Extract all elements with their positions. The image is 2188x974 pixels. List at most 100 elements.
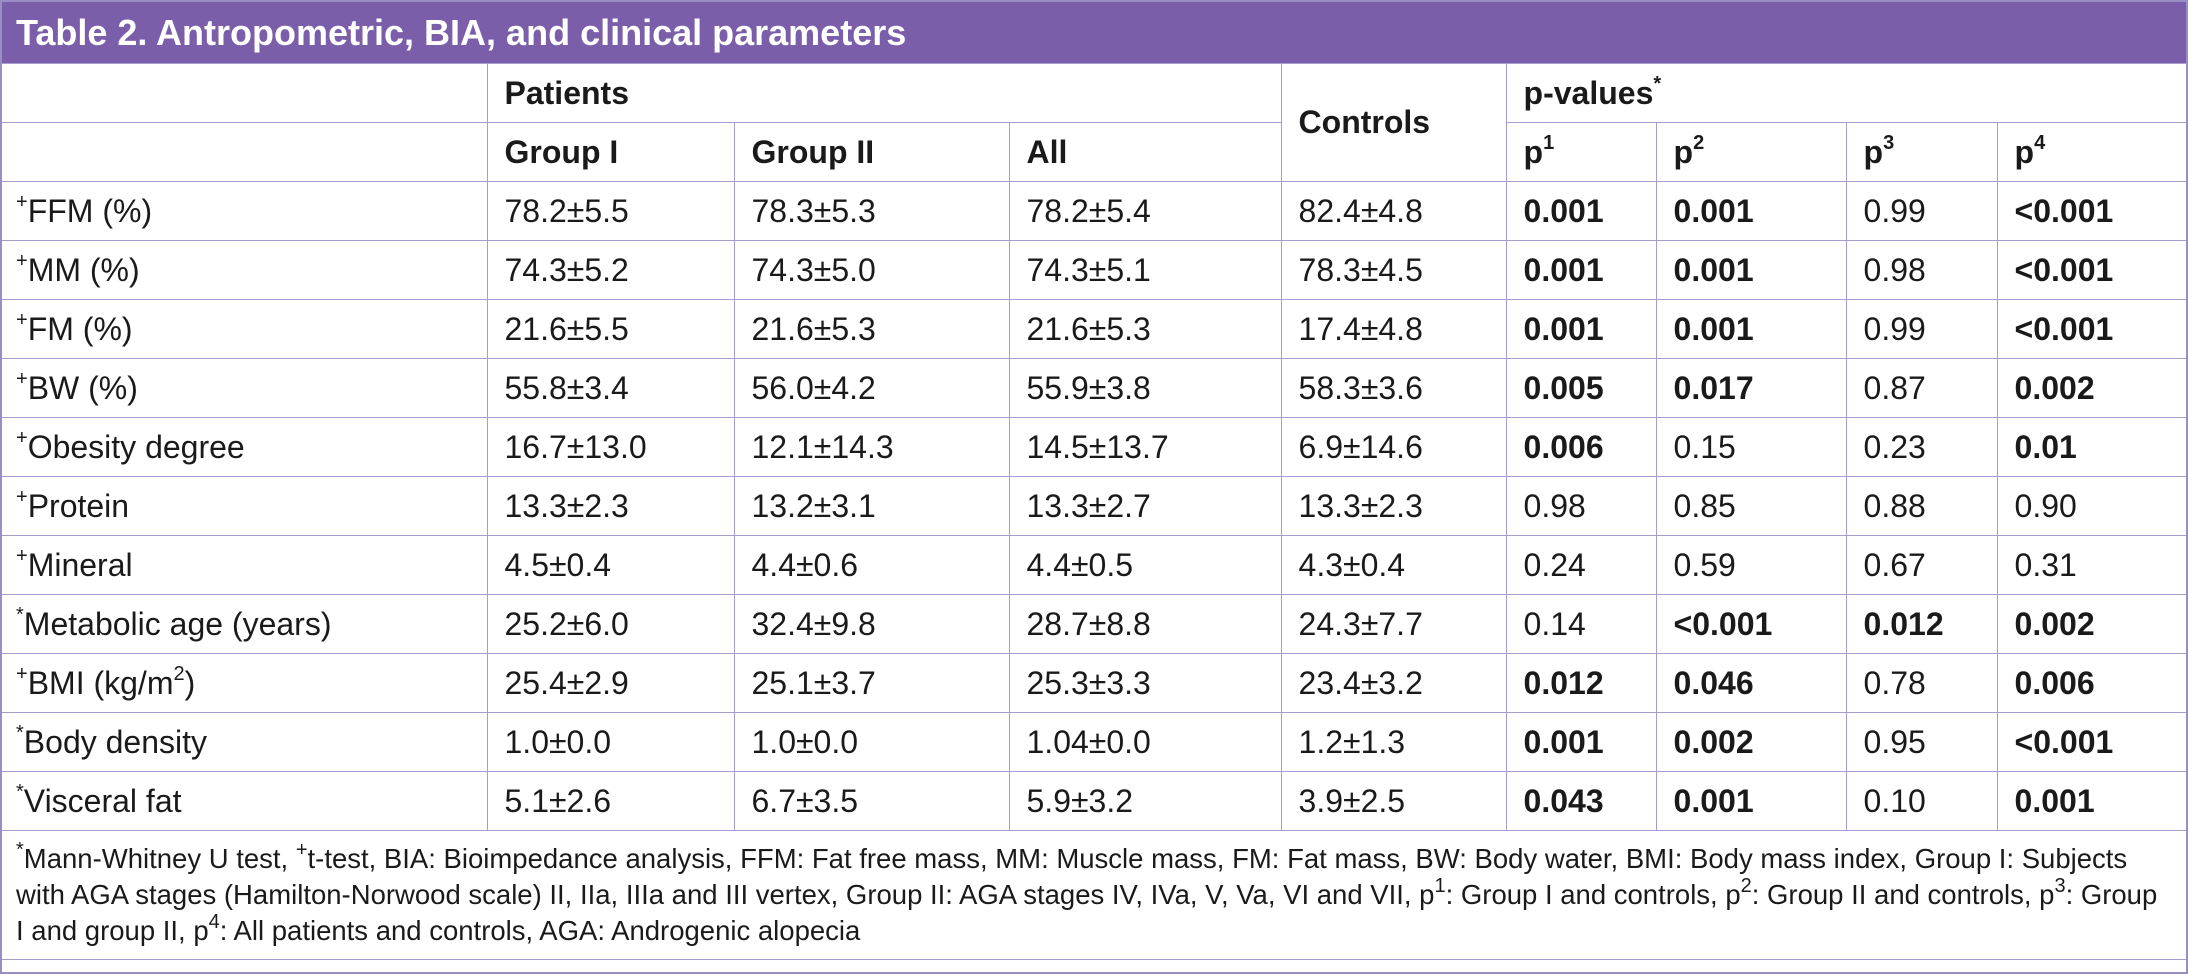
- footnote-text: : Group I and controls, p: [1445, 879, 1741, 910]
- table-row: *Body density 1.0±0.0 1.0±0.0 1.04±0.0 1.2±1…: [2, 712, 2187, 772]
- cell-p1: 0.24: [1505, 535, 1657, 595]
- header-p2: p2: [1655, 122, 1847, 182]
- cell-ctrl: 4.3±0.4: [1280, 535, 1507, 595]
- cell-p2: 0.001: [1655, 771, 1847, 831]
- table-row: +FFM (%) 78.2±5.5 78.3±5.3 78.2±5.4 82.4±4.8…: [2, 181, 2187, 241]
- header-blank-2: [2, 122, 488, 182]
- row-label-text: Body density: [23, 723, 208, 760]
- header-p4-text: p: [2014, 133, 2035, 170]
- header-group2: Group II: [733, 122, 1010, 182]
- cell-p1: 0.005: [1505, 358, 1657, 418]
- header-p2-sup: 2: [1693, 131, 1705, 154]
- cell-p3: 0.10: [1845, 771, 1998, 831]
- cell-p2: 0.046: [1655, 653, 1847, 713]
- row-marker: *: [16, 780, 24, 803]
- header-pvalues: p-values*: [1505, 63, 2187, 123]
- cell-p1: 0.006: [1505, 417, 1657, 477]
- header-p2-text: p: [1673, 133, 1694, 170]
- cell-g2: 25.1±3.7: [733, 653, 1010, 713]
- header-p3-text: p: [1863, 133, 1884, 170]
- footnote-sup: 2: [1740, 874, 1752, 897]
- table-body: +FFM (%) 78.2±5.5 78.3±5.3 78.2±5.4 82.4±4.8…: [2, 181, 2187, 831]
- cell-p4: 0.006: [1996, 653, 2187, 713]
- footnote-text: Mann-Whitney U test,: [23, 843, 296, 874]
- cell-p4: <0.001: [1996, 181, 2187, 241]
- cell-all: 74.3±5.1: [1008, 240, 1282, 300]
- table-footnote: *Mann-Whitney U test, +t-test, BIA: Bioi…: [2, 830, 2187, 960]
- footnote-text: : All patients and controls, AGA: Androg…: [219, 915, 861, 946]
- cell-all: 25.3±3.3: [1008, 653, 1282, 713]
- table-row: +BW (%) 55.8±3.4 56.0±4.2 55.9±3.8 58.3±3.6 0…: [2, 358, 2187, 418]
- cell-p2: 0.15: [1655, 417, 1847, 477]
- cell-g2: 21.6±5.3: [733, 299, 1010, 359]
- row-label: +Obesity degree: [2, 417, 488, 477]
- cell-g2: 56.0±4.2: [733, 358, 1010, 418]
- cell-ctrl: 23.4±3.2: [1280, 653, 1507, 713]
- header-all: All: [1008, 122, 1282, 182]
- notes-row: *Mann-Whitney U test, +t-test, BIA: Bioi…: [2, 830, 2187, 960]
- cell-p1: 0.001: [1505, 299, 1657, 359]
- row-marker: +: [16, 662, 28, 685]
- cell-p3: 0.87: [1845, 358, 1998, 418]
- cell-p4: 0.002: [1996, 358, 2187, 418]
- cell-p1: 0.001: [1505, 181, 1657, 241]
- cell-all: 13.3±2.7: [1008, 476, 1282, 536]
- cell-p4: <0.001: [1996, 240, 2187, 300]
- header-p3-sup: 3: [1883, 131, 1895, 154]
- row-label-text: MM (%): [27, 251, 140, 288]
- row-label: *Body density: [2, 712, 488, 772]
- row-label-end: ): [184, 664, 196, 701]
- footnote-text: : Group II and controls, p: [1751, 879, 2055, 910]
- header-p4: p4: [1996, 122, 2187, 182]
- cell-all: 4.4±0.5: [1008, 535, 1282, 595]
- cell-all: 55.9±3.8: [1008, 358, 1282, 418]
- header-blank: [2, 63, 488, 123]
- row-label: +Mineral: [2, 535, 488, 595]
- footnote-sup: +: [295, 838, 308, 861]
- header-controls: Controls: [1280, 63, 1507, 182]
- cell-p4: 0.31: [1996, 535, 2187, 595]
- row-label: +FFM (%): [2, 181, 488, 241]
- cell-g2: 78.3±5.3: [733, 181, 1010, 241]
- row-label-text: Metabolic age (years): [23, 605, 332, 642]
- row-marker: +: [16, 544, 28, 567]
- table-row: *Visceral fat 5.1±2.6 6.7±3.5 5.9±3.2 3.9±2.…: [2, 771, 2187, 831]
- header-p1: p1: [1505, 122, 1657, 182]
- cell-p3: 0.67: [1845, 535, 1998, 595]
- row-marker: *: [16, 603, 24, 626]
- cell-g2: 13.2±3.1: [733, 476, 1010, 536]
- row-marker: +: [16, 426, 28, 449]
- header-pvalues-sup: *: [1653, 72, 1662, 95]
- table-row: +FM (%) 21.6±5.5 21.6±5.3 21.6±5.3 17.4±4.8 0…: [2, 299, 2187, 359]
- cell-p4: 0.90: [1996, 476, 2187, 536]
- cell-p2: 0.001: [1655, 299, 1847, 359]
- row-label: +MM (%): [2, 240, 488, 300]
- cell-g2: 74.3±5.0: [733, 240, 1010, 300]
- table-row: +BMI (kg/m2) 25.4±2.9 25.1±3.7 25.3±3.3 23.4…: [2, 653, 2187, 713]
- cell-p1: 0.14: [1505, 594, 1657, 654]
- row-label-text: Obesity degree: [27, 428, 245, 465]
- cell-p2: 0.001: [1655, 240, 1847, 300]
- cell-all: 28.7±8.8: [1008, 594, 1282, 654]
- cell-p3: 0.99: [1845, 299, 1998, 359]
- row-label-text: Mineral: [27, 546, 133, 583]
- cell-ctrl: 58.3±3.6: [1280, 358, 1507, 418]
- header-group1: Group I: [486, 122, 735, 182]
- cell-p3: 0.78: [1845, 653, 1998, 713]
- table-row: +MM (%) 74.3±5.2 74.3±5.0 74.3±5.1 78.3±4.5 0…: [2, 240, 2187, 300]
- cell-g1: 5.1±2.6: [486, 771, 735, 831]
- footnote-text: t-test, BIA: Bioimpedance analysis, FFM:…: [16, 843, 2128, 910]
- cell-g1: 25.2±6.0: [486, 594, 735, 654]
- cell-p4: 0.01: [1996, 417, 2187, 477]
- cell-p4: <0.001: [1996, 712, 2187, 772]
- row-marker: +: [16, 249, 28, 272]
- cell-ctrl: 3.9±2.5: [1280, 771, 1507, 831]
- header-patients: Patients: [486, 63, 1282, 123]
- row-label: +BW (%): [2, 358, 488, 418]
- cell-ctrl: 24.3±7.7: [1280, 594, 1507, 654]
- cell-p4: 0.002: [1996, 594, 2187, 654]
- cell-all: 5.9±3.2: [1008, 771, 1282, 831]
- row-label-text: BMI (kg/m: [27, 664, 174, 701]
- cell-ctrl: 78.3±4.5: [1280, 240, 1507, 300]
